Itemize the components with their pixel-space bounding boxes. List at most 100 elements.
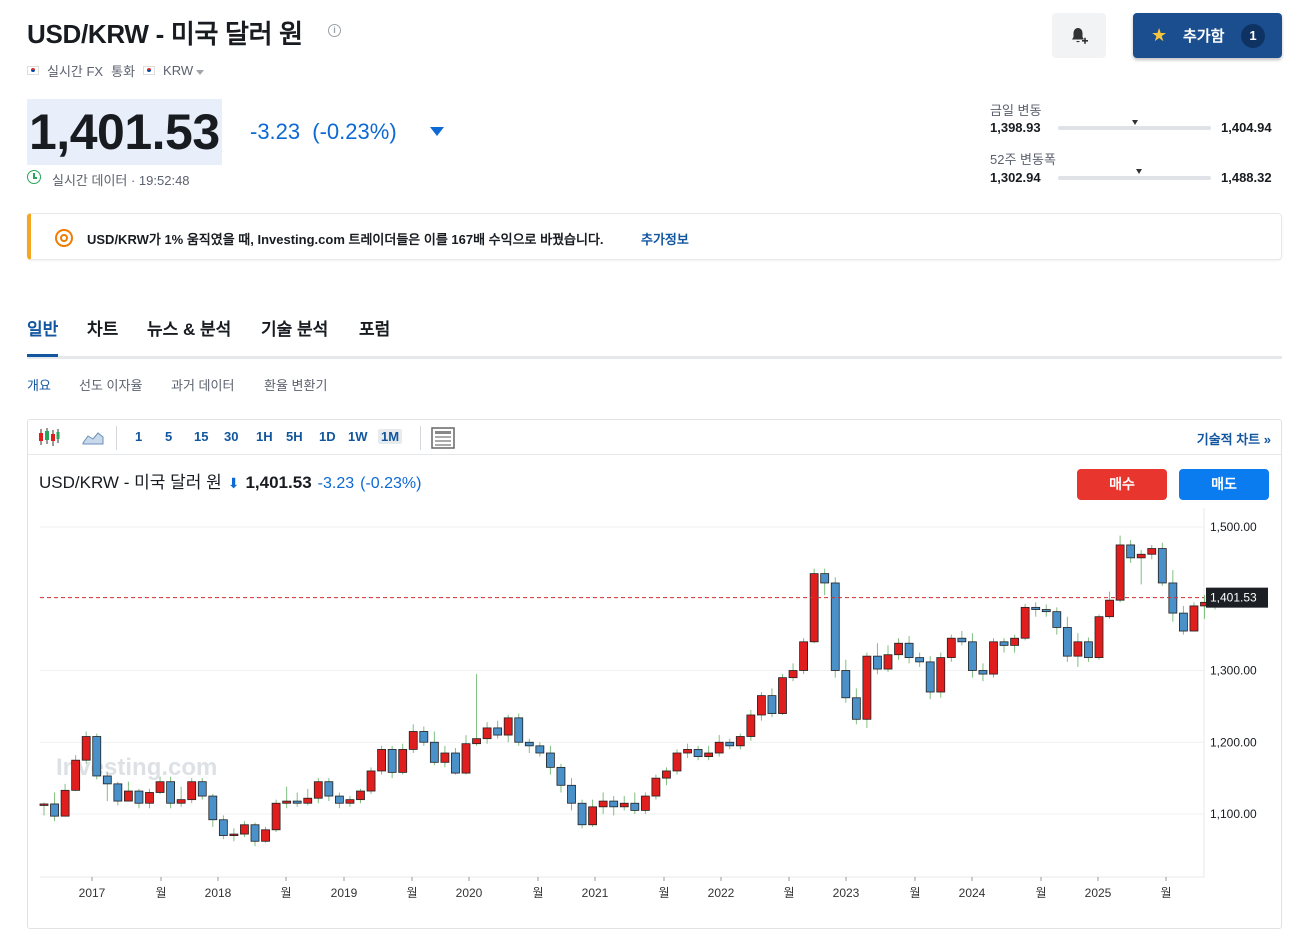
day-range-label: 금일 변동 <box>990 103 1042 118</box>
tab-overview[interactable]: 일반 <box>27 315 59 357</box>
day-range-marker <box>1131 120 1138 125</box>
candle-body <box>968 641 977 671</box>
candle-body <box>567 784 576 804</box>
area-chart-icon[interactable] <box>82 429 104 445</box>
subtab-converter[interactable]: 환율 변환기 <box>264 378 328 393</box>
candle-body <box>229 833 239 836</box>
candle-body <box>240 824 249 835</box>
x-tick-label: 2024 <box>959 886 986 900</box>
buy-button[interactable]: 매수 <box>1077 469 1167 500</box>
day-range-bar <box>1058 126 1211 130</box>
info-icon[interactable]: i <box>328 24 341 37</box>
currency-selector[interactable]: KRW <box>163 63 205 78</box>
main-tabs: 일반 차트 뉴스 & 분석 기술 분석 포럼 <box>27 315 1282 359</box>
x-tick-label: 월 <box>155 886 166 900</box>
candle-body <box>735 736 745 747</box>
instrument-meta: 실시간 FX 통화 KRW <box>27 61 205 80</box>
candle-body <box>166 781 176 804</box>
chevron-down-icon <box>196 70 205 75</box>
interval-5h[interactable]: 5H <box>286 429 303 444</box>
candle-body <box>820 573 830 584</box>
candle-body <box>334 795 344 804</box>
sell-button[interactable]: 매도 <box>1179 469 1269 500</box>
price-change: -3.23 (-0.23%) <box>250 119 397 145</box>
candle-body <box>524 741 534 747</box>
candle-body <box>1179 612 1188 632</box>
candle-body <box>925 661 935 693</box>
day-low: 1,398.93 <box>990 120 1041 135</box>
tab-technical[interactable]: 기술 분석 <box>261 320 329 339</box>
candle-body <box>514 717 524 743</box>
currency-label: 통화 <box>111 64 136 79</box>
candle-body <box>535 745 545 754</box>
x-tick-label: 2019 <box>331 886 358 900</box>
candle-body <box>39 803 49 806</box>
candle-body <box>841 670 851 699</box>
interval-1w[interactable]: 1W <box>348 429 368 444</box>
candle-body <box>1105 599 1114 618</box>
candle-body <box>472 738 481 745</box>
candle-body <box>176 799 186 804</box>
tab-news-analysis[interactable]: 뉴스 & 분석 <box>147 320 232 339</box>
candle-body <box>809 573 819 643</box>
candle-body <box>936 657 946 693</box>
candle-body <box>208 795 218 821</box>
tab-forum[interactable]: 포럼 <box>359 320 391 339</box>
subtab-summary[interactable]: 개요 <box>27 378 51 393</box>
interval-1h[interactable]: 1H <box>256 429 273 444</box>
candle-body <box>1062 627 1072 657</box>
interval-1[interactable]: 1 <box>135 429 143 444</box>
bell-plus-icon <box>1072 28 1088 44</box>
candle-body <box>440 752 450 763</box>
candle-body <box>704 752 714 758</box>
x-tick-label: 월 <box>658 886 669 900</box>
candle-body <box>609 800 619 808</box>
interval-5[interactable]: 5 <box>165 429 173 444</box>
week52-range-bar <box>1058 176 1211 180</box>
page-title: USD/KRW - 미국 달러 원 <box>27 19 303 49</box>
subtab-forward-rates[interactable]: 선도 이자율 <box>79 378 143 393</box>
candle-body <box>1041 609 1051 613</box>
add-alert-button[interactable] <box>1052 13 1106 58</box>
y-tick-label: 1,500.00 <box>1210 520 1257 534</box>
interval-30[interactable]: 30 <box>224 429 239 444</box>
candle-body <box>546 752 555 768</box>
interval-15[interactable]: 15 <box>194 429 209 444</box>
candle-body <box>218 819 228 836</box>
candle-body <box>778 677 787 714</box>
candle-body <box>1126 544 1136 559</box>
interval-1d[interactable]: 1D <box>319 429 336 444</box>
candle-body <box>482 727 492 740</box>
x-tick-label: 2022 <box>708 886 735 900</box>
legend-change: -3.23 <box>317 475 355 492</box>
candle-body <box>830 582 840 671</box>
candle-body <box>1094 616 1104 658</box>
x-tick-label: 2017 <box>79 886 106 900</box>
candle-body <box>1010 637 1019 646</box>
interval-1m[interactable]: 1M <box>378 429 403 444</box>
chart-toolbar: 1 5 15 30 1H 5H 1D 1W 1M 기술적 차트 » <box>28 420 1281 455</box>
tab-chart[interactable]: 차트 <box>87 320 119 339</box>
realtime-timestamp: 실시간 데이터 · 19:52:48 <box>52 173 190 188</box>
candle-body <box>946 637 956 658</box>
legend-name: USD/KRW - 미국 달러 원 <box>39 473 222 492</box>
candlestick-icon[interactable] <box>38 427 60 447</box>
candle-body <box>904 642 914 658</box>
candle-body <box>640 795 650 811</box>
candle-body <box>767 695 777 714</box>
chart-legend: USD/KRW - 미국 달러 원 ⬇ 1,401.53 -3.23 (-0.2… <box>39 468 421 493</box>
candle-body <box>324 781 334 797</box>
currency-code: KRW <box>163 63 194 78</box>
candle-body <box>292 800 302 804</box>
candle-body <box>1136 553 1146 559</box>
price-chart[interactable]: Investing.com 1,500.00 1,300.00 1,200.00 1,1… <box>28 420 1281 920</box>
subtab-historical-data[interactable]: 과거 데이터 <box>171 378 235 393</box>
last-price-tag-label: 1,401.53 <box>1210 591 1257 605</box>
banner-more-link[interactable]: 추가정보 <box>641 232 689 247</box>
watchlist-button[interactable]: ★ 추가함 1 <box>1133 13 1282 58</box>
candle-body <box>999 641 1009 646</box>
candle-body <box>124 790 133 802</box>
technical-chart-link[interactable]: 기술적 차트 » <box>1196 432 1271 447</box>
chart-widget: 1 5 15 30 1H 5H 1D 1W 1M 기술적 차트 » Invest… <box>27 419 1282 929</box>
layout-icon[interactable] <box>431 427 455 449</box>
